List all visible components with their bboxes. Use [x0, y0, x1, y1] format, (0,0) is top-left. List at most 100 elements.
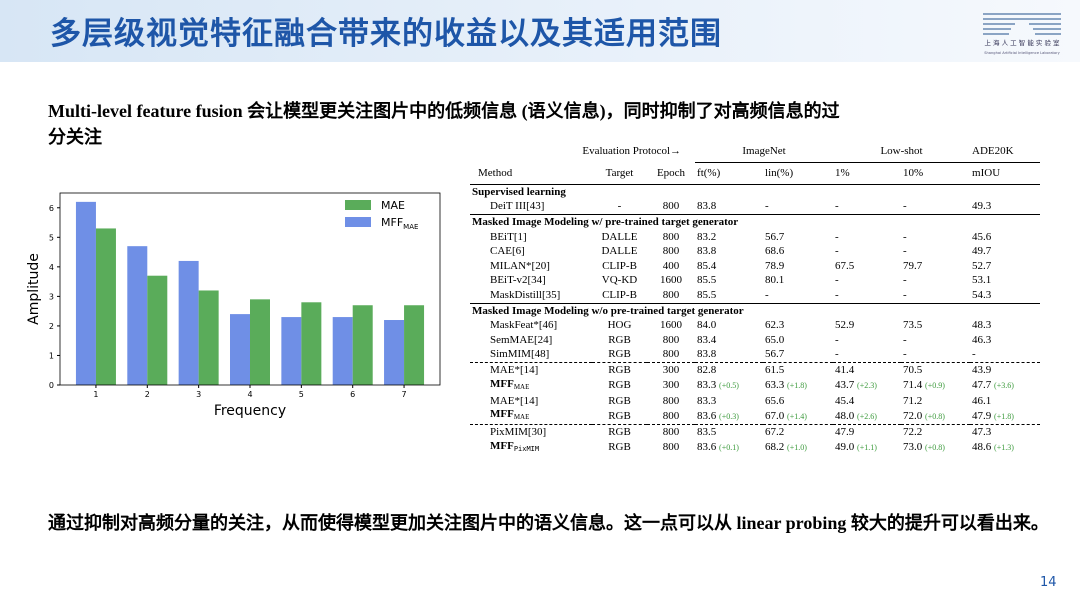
cell-text: 48.6 — [972, 441, 992, 454]
table-cell: 56.7 — [765, 348, 785, 361]
cell-text: MFF — [490, 439, 514, 452]
table-cell: CLIP-B — [602, 288, 637, 301]
cell-text: 47.7 — [972, 379, 992, 392]
column-header: 10% — [901, 162, 971, 185]
table-cell: - — [903, 200, 907, 213]
data-row: MaskFeat*[46] HOG 1600 84.0 62.3 52.9 73.5 48.3 — [470, 318, 1040, 333]
y-tick-label: 6 — [49, 204, 54, 213]
table-cell: 45.6 — [972, 230, 992, 243]
cell-text: MFF — [490, 377, 514, 390]
cell-gain: (+1.4) — [787, 411, 807, 421]
table-cell: 79.7 — [903, 259, 923, 272]
bar — [384, 320, 405, 385]
y-tick-label: 3 — [49, 292, 54, 301]
cell-text: 83.6 — [697, 409, 717, 422]
table-cell: 800 — [662, 245, 680, 258]
table-cell: 52.9 — [835, 319, 855, 332]
legend-label: MAE — [381, 199, 405, 212]
cell-text: 47.9 — [972, 409, 992, 422]
table-cell: VQ-KD — [601, 274, 638, 287]
data-row: MFFMAE RGB 300 83.3 (+0.5) 63.3 (+1.8) 43.7 (… — [470, 378, 1040, 394]
intro-text: Multi-level feature fusion 会让模型更关注图片中的低频… — [48, 101, 840, 147]
table-cell: 85.4 — [697, 259, 717, 272]
table-cell: - — [765, 288, 769, 301]
bar — [250, 299, 270, 385]
table-cell: 43.9 — [970, 362, 1041, 378]
table-cell: RGB — [608, 441, 631, 454]
table-cell: BEiT-v2[34] — [490, 274, 546, 287]
table-cell: 56.7 — [765, 230, 785, 243]
column-header: ft(%) — [695, 162, 764, 185]
table-cell: DeiT III[43] — [490, 200, 545, 213]
column-header: Epoch — [647, 162, 696, 185]
table-cell: 72.2 — [901, 424, 971, 440]
column-header: 1% — [833, 162, 902, 185]
logo: 上 海 人 工 智 能 实 验 室 Shanghai Artificial In… — [983, 13, 1061, 55]
slide-title: 多层级视觉特征融合带来的收益以及其适用范围 — [50, 16, 722, 52]
data-row: DeiT III[43] - 800 83.8 - - - 49.3 — [470, 200, 1040, 215]
cell-gain: (+0.3) — [719, 411, 739, 421]
conclusion-text: 通过抑制对高频分量的关注，从而使得模型更加关注图片中的语义信息。这一点可以从 l… — [48, 513, 1049, 533]
table-cell: 65.0 — [765, 333, 785, 346]
table-cell: - — [835, 200, 839, 213]
cell-gain: (+0.1) — [719, 443, 739, 453]
table-cell: - — [617, 200, 622, 213]
table-cell: RGB — [592, 424, 647, 440]
group-header: Low-shot — [833, 141, 971, 163]
table-cell: - — [903, 245, 907, 258]
table-cell: 61.5 — [763, 362, 834, 378]
data-row: CAE[6] DALLE 800 83.8 68.6 - - 49.7 — [470, 244, 1040, 259]
table-cell: 800 — [662, 288, 680, 301]
cell-gain: (+1.8) — [787, 381, 807, 391]
legend-name-sub: MAE — [403, 223, 418, 231]
cell-gain: (+0.8) — [925, 443, 945, 453]
table-cell: 63.3 (+1.8) — [763, 378, 833, 394]
data-row: MFFMAE RGB 800 83.6 (+0.3) 67.0 (+1.4) 48.0 (… — [470, 408, 1040, 425]
table-cell: 84.0 — [697, 319, 717, 332]
bar — [230, 314, 250, 385]
table-cell: 800 — [662, 348, 680, 361]
data-row: SemMAE[24] RGB 800 83.4 65.0 - - 46.3 — [470, 333, 1040, 348]
cell-text: 67.0 — [765, 409, 785, 422]
bar — [75, 201, 96, 385]
cell-gain: (+3.6) — [994, 381, 1014, 391]
table-cell: 80.1 — [765, 274, 785, 287]
cell-text: 63.3 — [765, 379, 785, 392]
table-cell: 800 — [662, 200, 680, 213]
legend-name: MAE — [381, 199, 405, 212]
column-header: Target — [592, 162, 647, 185]
table-cell: 67.5 — [835, 259, 855, 272]
legend-label: MFFMAE — [381, 216, 418, 231]
table-cell: 70.5 — [901, 362, 971, 378]
table-cell: 83.3 — [697, 394, 717, 407]
table-cell: MFFMAE — [470, 408, 592, 425]
table-cell: 53.1 — [972, 274, 992, 287]
table-cell: MFFMAE — [470, 378, 592, 394]
logo-en: Shanghai Artificial Intelligence Laborat… — [984, 51, 1060, 55]
column-header: lin(%) — [763, 162, 834, 185]
cell-subscript: MAE — [513, 382, 530, 391]
x-tick-label: 6 — [350, 390, 355, 399]
table-cell: PixMIM[30] — [470, 424, 592, 440]
column-header: Method — [470, 162, 592, 185]
data-row: MILAN*[20] CLIP-B 400 85.4 78.9 67.5 79.7 52.7 — [470, 259, 1040, 274]
x-tick-label: 1 — [93, 390, 98, 399]
section-row: Masked Image Modeling w/ pre-trained tar… — [470, 214, 1041, 230]
table-cell: 73.0 (+0.8) — [901, 440, 970, 456]
table-cell: CLIP-B — [602, 259, 637, 272]
section-title: Masked Image Modeling w/ pre-trained tar… — [470, 214, 1041, 230]
table-cell: 83.8 — [697, 348, 717, 361]
y-tick-label: 2 — [49, 322, 54, 331]
table-cell: - — [835, 230, 839, 243]
cell-text: 71.4 — [903, 379, 923, 392]
header-row: Evaluation Protocol→ ImageNet Low-shot ADE2… — [470, 141, 1041, 163]
table-cell: RGB — [592, 362, 647, 378]
table-cell: 800 — [647, 424, 696, 440]
x-tick-label: 3 — [196, 390, 201, 399]
table-cell: DALLE — [601, 245, 638, 258]
table-cell: 47.9 (+1.8) — [970, 408, 1040, 425]
cell-text: 83.3 — [697, 379, 717, 392]
bar — [352, 305, 373, 385]
cell-gain: (+1.3) — [994, 443, 1014, 453]
